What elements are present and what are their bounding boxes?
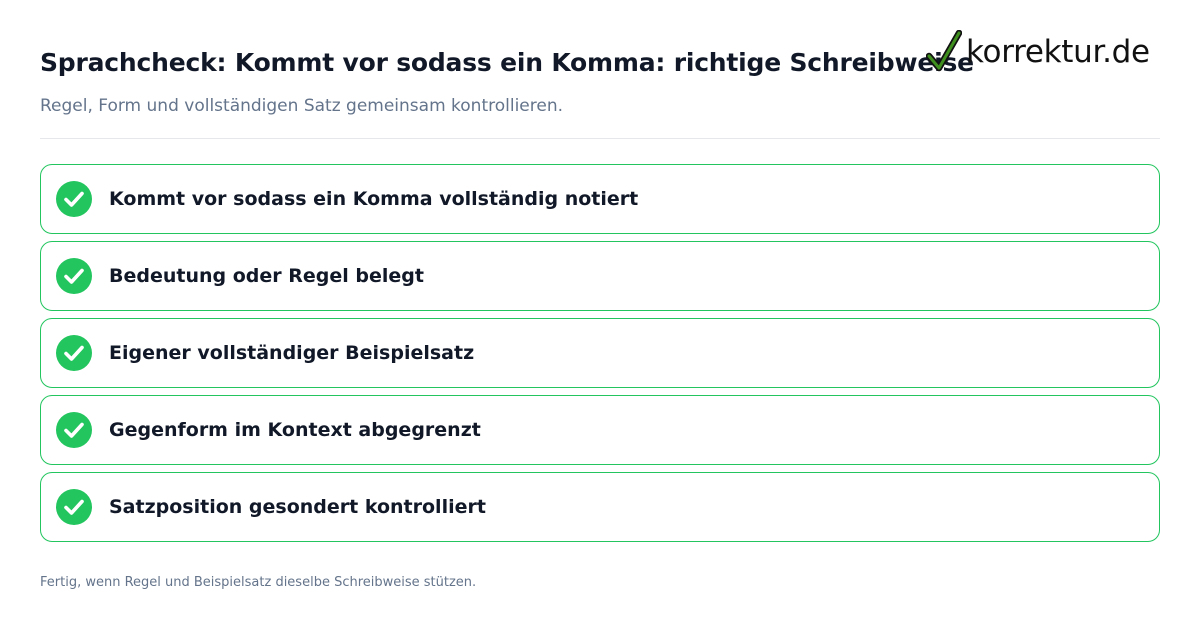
checklist-item: Gegenform im Kontext abgegrenzt xyxy=(40,395,1160,465)
checkmark-icon xyxy=(926,30,962,72)
footer-note: Fertig, wenn Regel und Beispielsatz dies… xyxy=(40,575,477,590)
checklist-item: Kommt vor sodass ein Komma vollständig n… xyxy=(40,164,1160,234)
check-circle-icon xyxy=(56,412,92,448)
checklist-item: Satzposition gesondert kontrolliert xyxy=(40,472,1160,542)
brand-logo-text: korrektur.de xyxy=(966,34,1150,70)
check-circle-icon xyxy=(56,258,92,294)
brand-logo[interactable]: korrektur.de xyxy=(926,28,1150,76)
header-divider xyxy=(40,138,1160,139)
checklist: Kommt vor sodass ein Komma vollständig n… xyxy=(40,164,1160,549)
checklist-item-label: Eigener vollständiger Beispielsatz xyxy=(109,342,475,364)
check-circle-icon xyxy=(56,489,92,525)
check-circle-icon xyxy=(56,181,92,217)
checklist-item: Bedeutung oder Regel belegt xyxy=(40,241,1160,311)
check-circle-icon xyxy=(56,335,92,371)
page-subtitle: Regel, Form und vollständigen Satz gemei… xyxy=(40,96,564,116)
checklist-item-label: Satzposition gesondert kontrolliert xyxy=(109,496,486,518)
checklist-item-label: Kommt vor sodass ein Komma vollständig n… xyxy=(109,188,639,210)
checklist-item-label: Bedeutung oder Regel belegt xyxy=(109,265,424,287)
checklist-item-label: Gegenform im Kontext abgegrenzt xyxy=(109,419,481,441)
page-title: Sprachcheck: Kommt vor sodass ein Komma:… xyxy=(40,48,974,77)
checklist-item: Eigener vollständiger Beispielsatz xyxy=(40,318,1160,388)
